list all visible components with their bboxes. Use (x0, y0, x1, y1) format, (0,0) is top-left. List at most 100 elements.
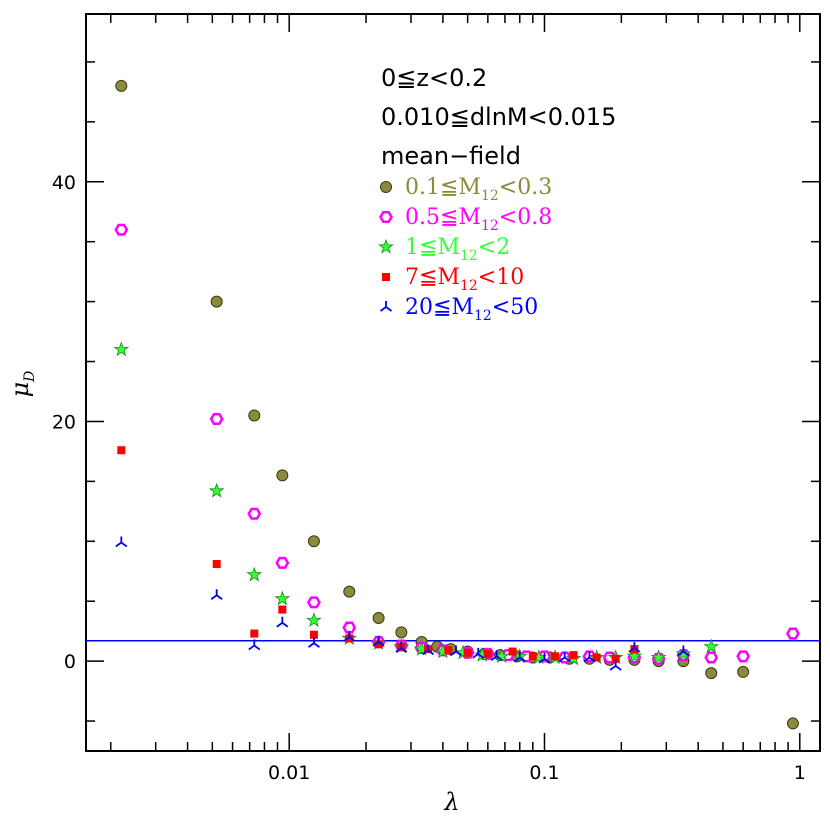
data-point (343, 631, 356, 642)
legend-marker (379, 301, 393, 312)
data-point (342, 621, 357, 634)
legend-label-tail: <10 (478, 265, 524, 290)
data-point (117, 446, 126, 455)
ticks (86, 14, 820, 751)
series-1 (114, 223, 800, 665)
tick-labels: 0.01 0.1 1 0 20 40 (52, 172, 806, 784)
x-tick-label: 0.01 (268, 762, 310, 784)
y-tick-label: 40 (52, 172, 76, 194)
data-point (306, 596, 321, 609)
legend-label-tail: <50 (492, 295, 538, 320)
x-axis-title: λ (443, 788, 459, 816)
y-axis-title-sub: D (22, 371, 38, 383)
legend-label-sub: 12 (474, 308, 492, 324)
data-point (309, 630, 318, 639)
legend-label-main: 7≦M (405, 265, 460, 290)
legend-label-tail: <2 (478, 235, 510, 260)
data-point (246, 566, 263, 582)
data-point (343, 585, 356, 598)
legend-label-tail: <0.8 (499, 205, 552, 230)
data-point (248, 409, 261, 422)
series-4 (115, 536, 690, 671)
data-point (513, 651, 526, 663)
data-point (307, 535, 320, 548)
data-point (250, 629, 259, 638)
series-3 (117, 446, 639, 663)
data-point (115, 79, 128, 92)
annotation-mass-bin: 0.010≦dlnM<0.015 (381, 103, 616, 131)
data-point (583, 651, 596, 663)
data-point (275, 556, 290, 569)
data-point (247, 507, 262, 520)
legend: 0.1≦M12<0.30.5≦M12<0.81≦M12<27≦M12<1020≦… (378, 175, 552, 324)
legend-label-sub: 12 (460, 248, 478, 264)
data-point (551, 652, 560, 661)
legend-label-sub: 12 (460, 278, 478, 294)
data-point (276, 616, 289, 628)
data-point (650, 649, 667, 665)
data-point (444, 646, 453, 655)
plot-frame (85, 13, 821, 752)
data-point (785, 627, 800, 640)
data-point (208, 482, 225, 498)
annotation-redshift: 0≦z<0.2 (381, 64, 487, 92)
data-point (115, 536, 128, 548)
data-point (114, 223, 129, 236)
data-point (278, 605, 287, 614)
legend-marker (382, 273, 390, 281)
data-point (374, 640, 383, 649)
data-point (609, 659, 622, 671)
legend-marker (379, 210, 393, 224)
data-point (611, 654, 620, 663)
data-point (345, 634, 354, 643)
y-axis-title: μD (6, 371, 38, 398)
data-point (592, 653, 601, 662)
legend-label-sub: 12 (481, 218, 499, 234)
data-point (786, 717, 799, 730)
data-point (483, 649, 492, 658)
legend-label: 7≦M12<10 (405, 265, 524, 294)
data-point (628, 641, 641, 653)
data-point (737, 665, 750, 678)
data-point (538, 652, 551, 664)
data-points (113, 79, 800, 730)
data-point (677, 645, 690, 657)
legend-label: 20≦M12<50 (405, 295, 538, 324)
data-point (705, 667, 718, 680)
data-point (626, 648, 643, 663)
data-point (703, 638, 720, 654)
annotation-mode: mean−field (381, 142, 521, 170)
legend-label-main: 1≦M (405, 235, 460, 260)
data-point (490, 650, 503, 662)
data-point (307, 637, 320, 648)
data-point (558, 651, 571, 663)
data-point (472, 647, 485, 659)
legend-label-main: 0.5≦M (405, 205, 481, 230)
data-point (113, 341, 130, 357)
data-point (630, 645, 639, 654)
y-tick-label: 20 (52, 411, 76, 433)
data-point (569, 651, 578, 660)
legend-label-sub: 12 (481, 188, 499, 204)
data-point (508, 647, 517, 656)
data-point (274, 590, 291, 606)
data-point (395, 626, 408, 639)
data-point (463, 648, 472, 657)
x-tick-label: 1 (794, 762, 806, 784)
data-point (372, 611, 385, 624)
data-point (372, 635, 385, 647)
data-point (210, 295, 223, 308)
x-tick-label: 0.1 (529, 762, 559, 784)
legend-label: 1≦M12<2 (405, 235, 510, 264)
data-point (248, 639, 261, 651)
data-point (212, 560, 221, 569)
data-point (306, 612, 322, 628)
data-point (395, 641, 408, 653)
legend-marker (380, 181, 392, 193)
legend-label-tail: <0.3 (499, 175, 552, 200)
y-axis-title-main: μ (6, 382, 34, 398)
legend-label-main: 0.1≦M (405, 175, 481, 200)
svg-text:μD: μD (6, 371, 38, 398)
y-tick-label: 0 (64, 651, 76, 673)
